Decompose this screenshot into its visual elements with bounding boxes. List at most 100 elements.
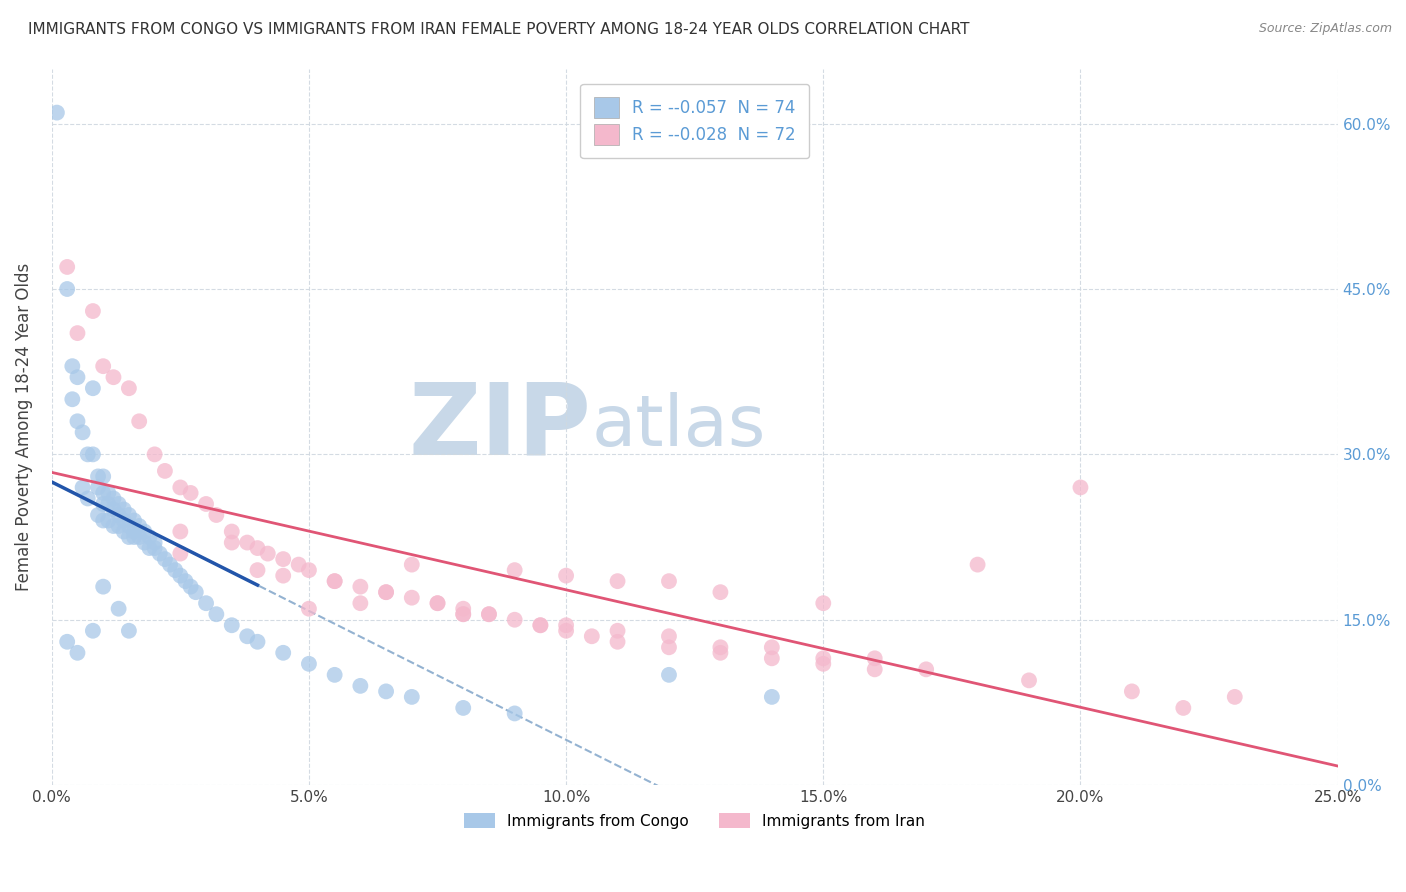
Point xyxy=(91,359,114,374)
Point xyxy=(56,282,79,296)
Point xyxy=(236,535,259,549)
Point xyxy=(271,552,294,566)
Point xyxy=(118,381,141,395)
Point xyxy=(298,601,321,615)
Point xyxy=(169,480,191,494)
Point xyxy=(658,629,681,643)
Point xyxy=(91,580,114,594)
Point xyxy=(813,596,835,610)
Point xyxy=(375,684,398,698)
Point xyxy=(97,514,120,528)
Point xyxy=(401,690,423,704)
Point xyxy=(478,607,501,622)
Point xyxy=(503,613,526,627)
Point xyxy=(451,601,474,615)
Point xyxy=(60,359,83,374)
Point xyxy=(606,574,628,589)
Point xyxy=(555,568,578,582)
Point xyxy=(180,580,202,594)
Point xyxy=(966,558,988,572)
Point xyxy=(60,392,83,407)
Point xyxy=(658,640,681,655)
Point xyxy=(66,370,89,384)
Point xyxy=(45,105,67,120)
Point xyxy=(606,634,628,648)
Point xyxy=(143,541,166,555)
Point xyxy=(169,547,191,561)
Point xyxy=(103,370,125,384)
Text: Source: ZipAtlas.com: Source: ZipAtlas.com xyxy=(1258,22,1392,36)
Point xyxy=(91,469,114,483)
Point xyxy=(451,701,474,715)
Point xyxy=(271,568,294,582)
Point xyxy=(221,524,243,539)
Point xyxy=(1018,673,1040,688)
Point xyxy=(87,508,110,522)
Point xyxy=(401,591,423,605)
Point xyxy=(658,668,681,682)
Point xyxy=(76,447,98,461)
Point xyxy=(82,304,104,318)
Point xyxy=(349,679,371,693)
Point xyxy=(709,646,731,660)
Point xyxy=(709,585,731,599)
Point xyxy=(134,524,156,539)
Point xyxy=(529,618,551,632)
Point xyxy=(91,497,114,511)
Point xyxy=(66,326,89,340)
Point xyxy=(76,491,98,506)
Point xyxy=(761,640,783,655)
Point xyxy=(112,514,135,528)
Point xyxy=(478,607,501,622)
Point xyxy=(863,651,886,665)
Point xyxy=(863,662,886,676)
Point xyxy=(103,491,125,506)
Point xyxy=(107,519,129,533)
Point xyxy=(323,574,346,589)
Point xyxy=(246,563,269,577)
Point xyxy=(122,514,145,528)
Point xyxy=(375,585,398,599)
Point xyxy=(112,502,135,516)
Point xyxy=(1069,480,1091,494)
Point xyxy=(246,541,269,555)
Point xyxy=(451,607,474,622)
Point xyxy=(451,607,474,622)
Point xyxy=(205,607,228,622)
Point xyxy=(581,629,603,643)
Point xyxy=(323,668,346,682)
Point xyxy=(118,519,141,533)
Point xyxy=(813,657,835,671)
Point xyxy=(72,425,94,440)
Point xyxy=(159,558,181,572)
Point xyxy=(82,381,104,395)
Point xyxy=(107,497,129,511)
Point xyxy=(128,414,150,428)
Point xyxy=(103,519,125,533)
Point xyxy=(813,651,835,665)
Point xyxy=(128,530,150,544)
Point xyxy=(169,524,191,539)
Point xyxy=(761,651,783,665)
Point xyxy=(118,508,141,522)
Point xyxy=(236,629,259,643)
Point xyxy=(915,662,938,676)
Point xyxy=(529,618,551,632)
Point xyxy=(91,486,114,500)
Point xyxy=(174,574,197,589)
Point xyxy=(323,574,346,589)
Point xyxy=(97,486,120,500)
Point xyxy=(184,585,207,599)
Point xyxy=(555,624,578,638)
Point xyxy=(66,414,89,428)
Point xyxy=(658,574,681,589)
Point xyxy=(503,563,526,577)
Text: ZIP: ZIP xyxy=(409,378,592,475)
Point xyxy=(205,508,228,522)
Point xyxy=(87,480,110,494)
Point xyxy=(709,640,731,655)
Text: atlas: atlas xyxy=(592,392,766,461)
Point xyxy=(221,618,243,632)
Point xyxy=(82,624,104,638)
Point xyxy=(426,596,449,610)
